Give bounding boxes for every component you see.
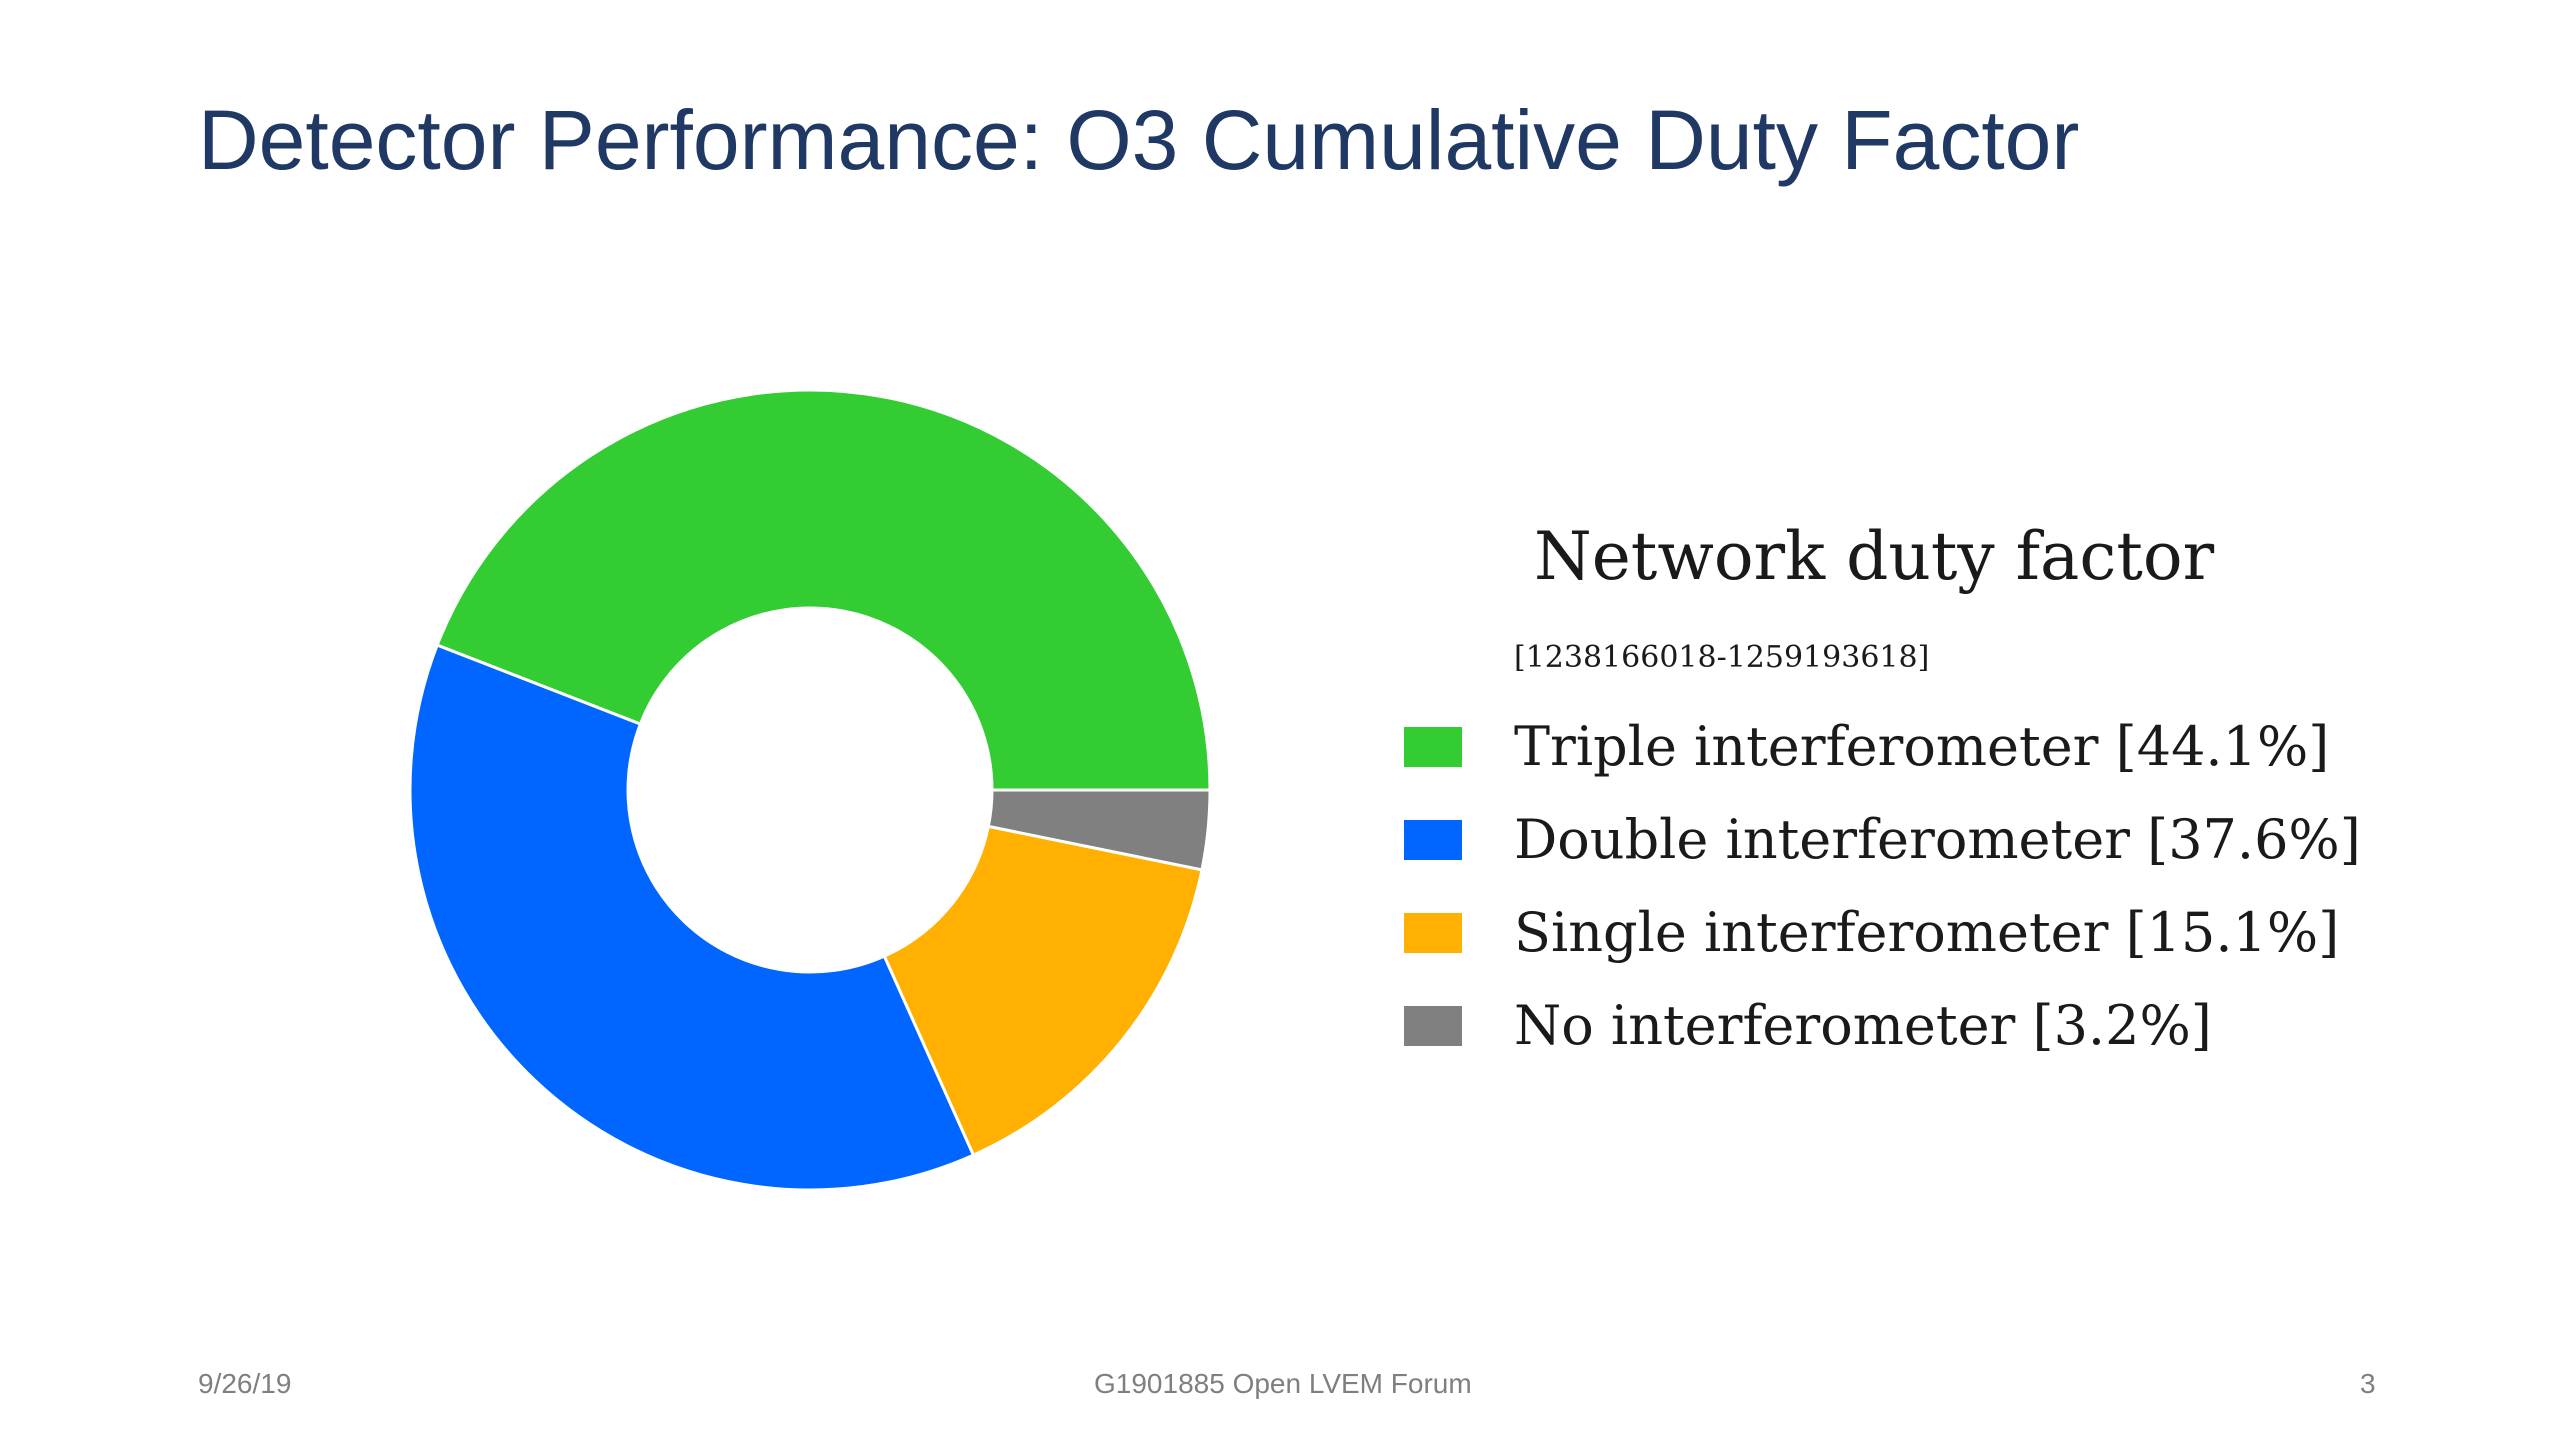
legend-swatch-none xyxy=(1404,1005,1462,1046)
donut-slice-single xyxy=(882,824,1204,1158)
footer-page-number: 3 xyxy=(2360,1368,2376,1399)
legend-label-triple: Triple interferometer [44.1%] xyxy=(1514,715,2330,778)
footer-center-text: G1901885 Open LVEM Forum xyxy=(1094,1368,1472,1399)
donut-slice-triple xyxy=(435,388,1212,792)
legend-swatch-triple xyxy=(1404,726,1462,767)
footer-date: 9/26/19 xyxy=(198,1368,292,1399)
donut-slice-double xyxy=(408,643,976,1192)
legend-label-double: Double interferometer [37.6%] xyxy=(1514,808,2361,871)
legend-label-none: No interferometer [3.2%] xyxy=(1514,994,2212,1057)
legend-item-triple: Triple interferometer [44.1%] xyxy=(1404,700,2361,793)
legend-item-none: No interferometer [3.2%] xyxy=(1404,979,2361,1072)
legend-item-double: Double interferometer [37.6%] xyxy=(1404,793,2361,886)
legend-item-single: Single interferometer [15.1%] xyxy=(1404,886,2361,979)
legend-swatch-double xyxy=(1404,819,1462,860)
legend: Triple interferometer [44.1%] Double int… xyxy=(1404,700,2361,1072)
legend-title: Network duty factor xyxy=(1534,518,2215,595)
donut-slice-none xyxy=(986,788,1212,872)
legend-label-single: Single interferometer [15.1%] xyxy=(1514,901,2340,964)
donut-chart xyxy=(408,388,1212,1192)
legend-subtitle: [1238166018-1259193618] xyxy=(1514,640,1930,675)
slide-title: Detector Performance: O3 Cumulative Duty… xyxy=(198,93,2080,187)
legend-swatch-single xyxy=(1404,912,1462,953)
